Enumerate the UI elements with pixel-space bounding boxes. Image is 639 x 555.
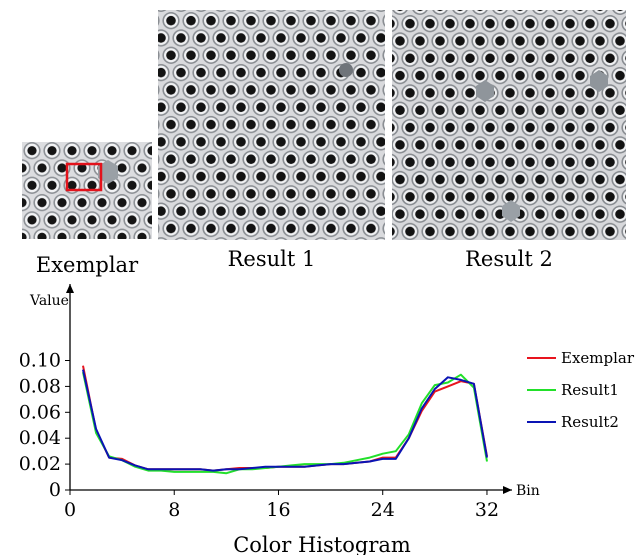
exemplar-texture: [22, 142, 152, 239]
y-tick-label: 0.04: [19, 427, 61, 449]
x-tick-label: 24: [371, 499, 395, 521]
y-tick-label: 0: [49, 479, 61, 501]
result2-texture: [392, 10, 626, 240]
x-axis-title: Color Histogram: [233, 533, 411, 555]
caption-result1: Result 1: [227, 247, 316, 271]
result2-image: [392, 10, 626, 240]
series-line-result1: [82, 371, 488, 475]
color-histogram-chart: Value Bin Color Histogram 0 0.02 0.04 0.06 0…: [19, 284, 635, 555]
series-line-result2: [82, 369, 488, 472]
legend-label-result1: Result1: [561, 381, 619, 399]
exemplar-highlight-box: [65, 162, 103, 192]
legend-label-result2: Result2: [561, 413, 619, 431]
x-tick-label: 0: [64, 499, 76, 521]
x-tick-label: 32: [475, 499, 499, 521]
x-tick-label: 16: [266, 499, 290, 521]
caption-result2: Result 2: [465, 247, 553, 271]
y-tick-label: 0.02: [19, 453, 61, 475]
y-tick-label: 0.10: [19, 350, 61, 372]
y-axis-name: Value: [29, 293, 69, 309]
series-line-exemplar: [82, 365, 488, 472]
result1-texture: [158, 10, 385, 240]
exemplar-image: [22, 142, 152, 239]
y-tick-label: 0.08: [19, 375, 61, 397]
result1-image: [158, 10, 385, 240]
caption-exemplar: Exemplar: [35, 253, 139, 277]
x-axis-name: Bin: [516, 483, 540, 499]
legend-label-exemplar: Exemplar: [561, 349, 635, 367]
x-tick-label: 8: [168, 499, 180, 521]
y-tick-label: 0.06: [19, 401, 61, 423]
